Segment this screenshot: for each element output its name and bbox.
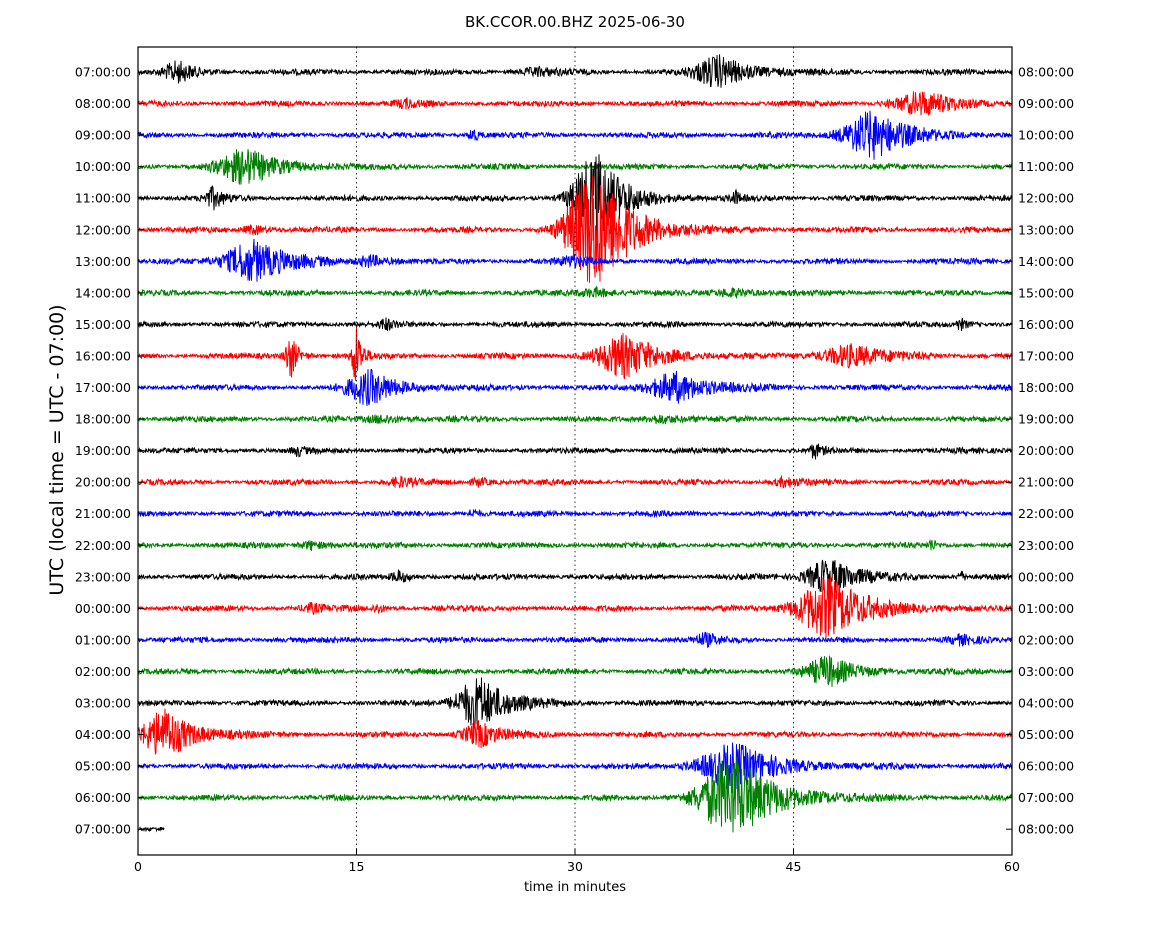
row-label-right-2: 10:00:00 <box>1018 128 1074 143</box>
row-label-left-16: 23:00:00 <box>75 569 131 584</box>
trace-row-11 <box>137 414 1013 425</box>
row-label-left-4: 11:00:00 <box>75 191 131 206</box>
row-label-left-11: 18:00:00 <box>75 412 131 427</box>
row-label-left-24: 07:00:00 <box>75 822 131 837</box>
trace-row-7 <box>137 286 1013 299</box>
y-axis-label: UTC (local time = UTC - 07:00) <box>46 304 68 595</box>
row-label-right-14: 22:00:00 <box>1018 506 1074 521</box>
trace-row-1 <box>137 91 1013 116</box>
row-label-left-14: 21:00:00 <box>75 506 131 521</box>
row-label-right-6: 14:00:00 <box>1018 254 1074 269</box>
row-label-left-13: 20:00:00 <box>75 475 131 490</box>
row-label-left-2: 09:00:00 <box>75 128 131 143</box>
row-label-right-15: 23:00:00 <box>1018 538 1074 553</box>
x-tick-label-30: 30 <box>567 859 583 874</box>
row-label-left-6: 13:00:00 <box>75 254 131 269</box>
trace-row-9 <box>137 326 1013 381</box>
row-label-right-17: 01:00:00 <box>1018 601 1074 616</box>
row-label-left-0: 07:00:00 <box>75 65 131 80</box>
chart-title: BK.CCOR.00.BHZ 2025-06-30 <box>465 13 685 31</box>
row-label-right-7: 15:00:00 <box>1018 285 1074 300</box>
row-label-left-12: 19:00:00 <box>75 443 131 458</box>
x-tick-label-15: 15 <box>349 859 365 874</box>
plot-frame <box>137 46 1013 856</box>
row-label-right-12: 20:00:00 <box>1018 443 1074 458</box>
row-label-right-13: 21:00:00 <box>1018 475 1074 490</box>
row-label-left-17: 00:00:00 <box>75 601 131 616</box>
row-label-left-22: 05:00:00 <box>75 759 131 774</box>
trace-row-5 <box>137 175 1013 283</box>
row-label-left-3: 10:00:00 <box>75 159 131 174</box>
trace-row-6 <box>137 238 1013 282</box>
row-label-right-22: 06:00:00 <box>1018 759 1074 774</box>
trace-row-15 <box>137 538 1013 551</box>
row-label-left-20: 03:00:00 <box>75 696 131 711</box>
row-label-left-19: 02:00:00 <box>75 664 131 679</box>
row-label-left-9: 16:00:00 <box>75 348 131 363</box>
row-label-right-4: 12:00:00 <box>1018 191 1074 206</box>
x-axis-label: time in minutes <box>524 880 626 895</box>
trace-row-22 <box>137 742 1013 791</box>
tick-layer: 07:00:00 08:00:00 08:00:00 09:00:00 09:00:00… <box>75 65 1074 875</box>
row-label-left-1: 08:00:00 <box>75 96 131 111</box>
row-label-left-10: 17:00:00 <box>75 380 131 395</box>
row-label-left-21: 04:00:00 <box>75 727 131 742</box>
row-label-right-8: 16:00:00 <box>1018 317 1074 332</box>
trace-row-12 <box>137 443 1013 460</box>
trace-row-3 <box>137 149 1013 186</box>
row-label-right-5: 13:00:00 <box>1018 222 1074 237</box>
trace-row-24 <box>137 825 165 833</box>
row-label-right-16: 00:00:00 <box>1018 569 1074 584</box>
row-label-left-18: 01:00:00 <box>75 632 131 647</box>
row-label-right-20: 04:00:00 <box>1018 696 1074 711</box>
trace-row-14 <box>137 508 1013 519</box>
row-label-left-23: 06:00:00 <box>75 790 131 805</box>
row-label-right-19: 03:00:00 <box>1018 664 1074 679</box>
row-label-right-1: 09:00:00 <box>1018 96 1074 111</box>
row-label-right-9: 17:00:00 <box>1018 348 1074 363</box>
row-label-right-10: 18:00:00 <box>1018 380 1074 395</box>
row-label-left-7: 14:00:00 <box>75 285 131 300</box>
trace-row-23 <box>137 756 1013 833</box>
row-label-left-8: 15:00:00 <box>75 317 131 332</box>
row-label-right-18: 02:00:00 <box>1018 632 1074 647</box>
row-label-left-5: 12:00:00 <box>75 222 131 237</box>
x-tick-label-0: 0 <box>134 859 142 874</box>
row-label-right-3: 11:00:00 <box>1018 159 1074 174</box>
row-label-right-11: 19:00:00 <box>1018 412 1074 427</box>
row-label-right-0: 08:00:00 <box>1018 65 1074 80</box>
trace-row-17 <box>137 576 1013 639</box>
row-label-right-24: 08:00:00 <box>1018 822 1074 837</box>
trace-row-16 <box>137 559 1013 596</box>
x-tick-label-45: 45 <box>786 859 802 874</box>
row-label-left-15: 22:00:00 <box>75 538 131 553</box>
row-label-right-21: 05:00:00 <box>1018 727 1074 742</box>
row-label-right-23: 07:00:00 <box>1018 790 1074 805</box>
x-tick-label-60: 60 <box>1004 859 1020 874</box>
